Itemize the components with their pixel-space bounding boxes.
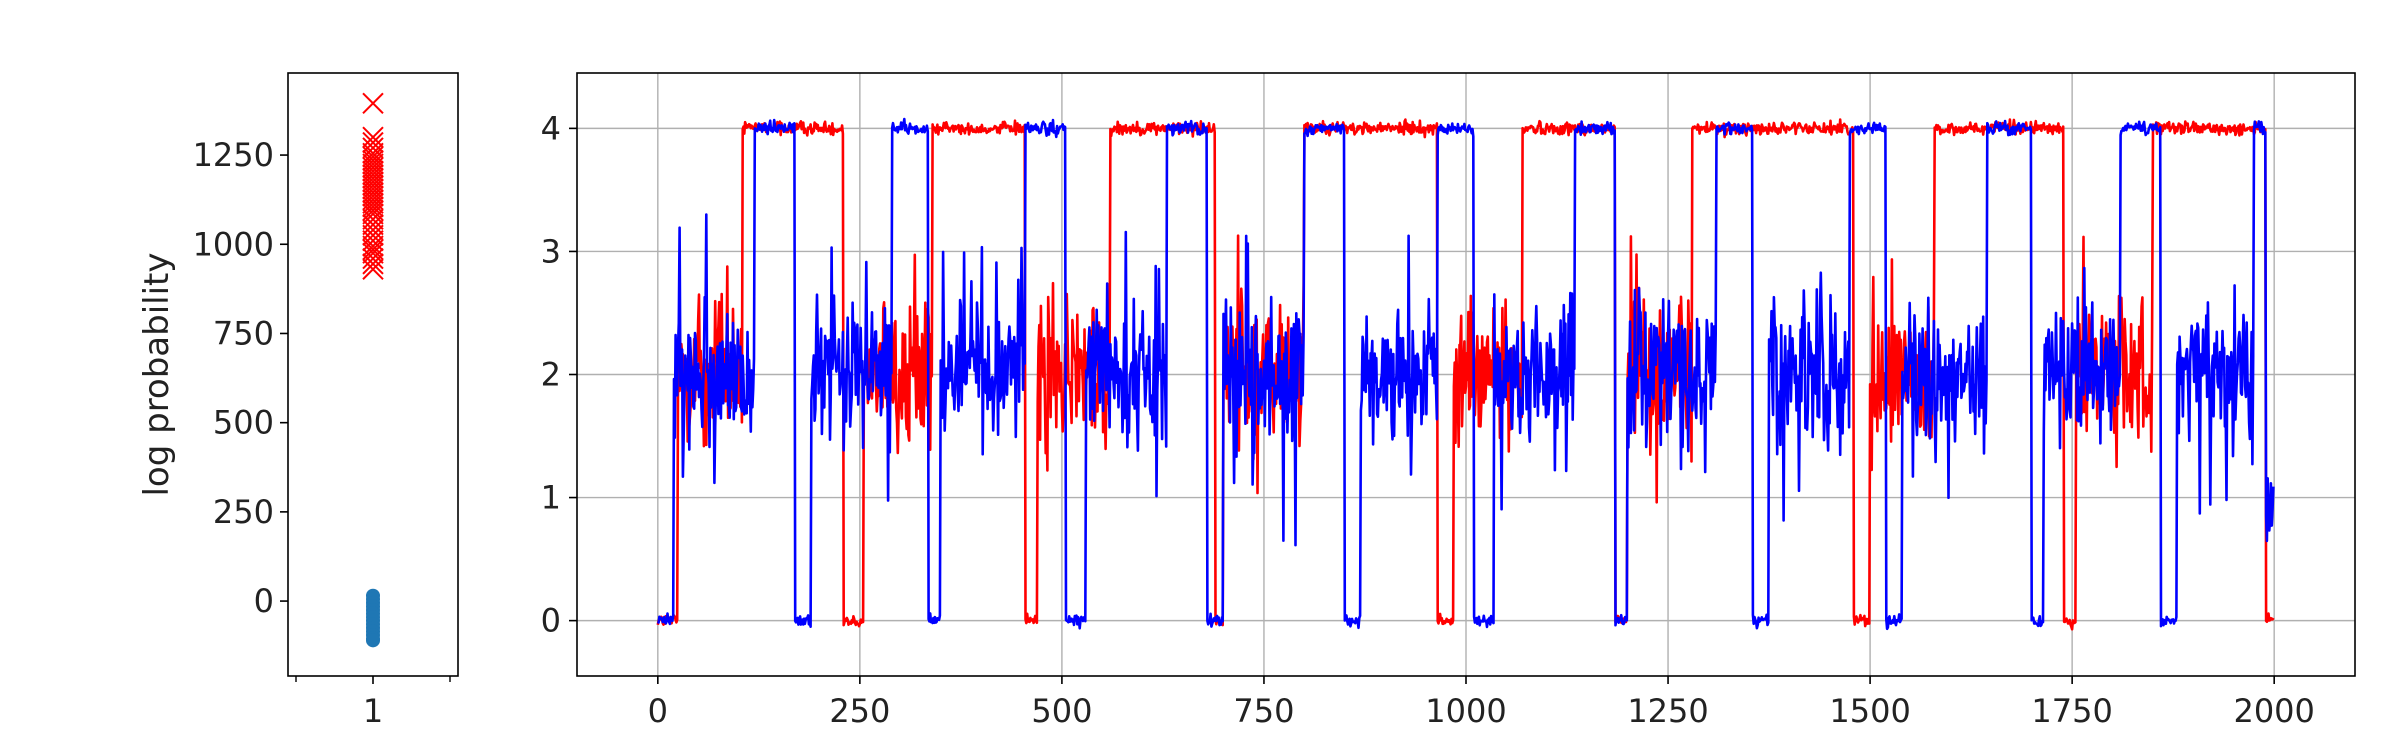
- left-y-tick-label: 500: [213, 404, 274, 442]
- left-y-tick-label: 0: [254, 582, 274, 620]
- right-y-tick-label: 2: [541, 356, 561, 394]
- left-x-tick-label: 1: [363, 692, 383, 730]
- right-x-tick-label: 0: [648, 692, 668, 730]
- left-axes-frame: [287, 72, 459, 677]
- left-axis-ticks: 0 250 500 750 1000 1250 1: [193, 136, 451, 730]
- left-plot-marks: [362, 92, 384, 648]
- right-x-tick-label: 1250: [1627, 692, 1708, 730]
- red-x-marker: [362, 203, 384, 225]
- blue-circle-marker: [366, 633, 380, 648]
- left-y-tick-label: 1250: [193, 136, 274, 174]
- right-series-lines: [656, 117, 2275, 631]
- left-y-axis-label: log probability: [137, 252, 177, 496]
- left-y-tick-label: 750: [213, 314, 274, 352]
- left-y-tick-label: 1000: [193, 225, 274, 263]
- right-x-tick-label: 1000: [1425, 692, 1506, 730]
- log-probability-panel: 0 250 500 750 1000 1250 1 log probability: [137, 72, 459, 730]
- right-x-tick-label: 500: [1031, 692, 1092, 730]
- right-x-tick-label: 1750: [2031, 692, 2112, 730]
- trace-panel: 0 250 500 750 1000 1250 1500 1750 2000 0 1 2 3 4: [541, 72, 2356, 730]
- red-x-marker: [362, 92, 384, 115]
- right-y-tick-label: 3: [541, 232, 561, 270]
- red-x-marker: [362, 258, 384, 280]
- red-x-marker: [362, 253, 384, 275]
- right-y-tick-label: 4: [541, 109, 561, 147]
- red-x-marker: [362, 247, 384, 270]
- red-x-marker: [362, 208, 384, 230]
- right-x-tick-label: 750: [1233, 692, 1294, 730]
- red-x-marker: [362, 126, 384, 148]
- red-x-marker: [362, 219, 384, 241]
- right-axes-frame: [576, 72, 2356, 677]
- right-x-tick-label: 1500: [1829, 692, 1910, 730]
- right-x-tick-label: 2000: [2233, 692, 2314, 730]
- blue-trace-line: [656, 117, 2275, 631]
- right-x-tick-label: 250: [829, 692, 890, 730]
- left-y-tick-label: 250: [213, 493, 274, 531]
- right-axis-ticks: 0 250 500 750 1000 1250 1500 1750 2000 0 1 2 3 4: [541, 109, 2315, 730]
- red-x-marker: [362, 213, 384, 236]
- right-y-tick-label: 0: [541, 602, 561, 640]
- red-x-marker: [362, 192, 384, 214]
- right-y-tick-label: 1: [541, 479, 561, 517]
- red-x-marker: [362, 242, 384, 264]
